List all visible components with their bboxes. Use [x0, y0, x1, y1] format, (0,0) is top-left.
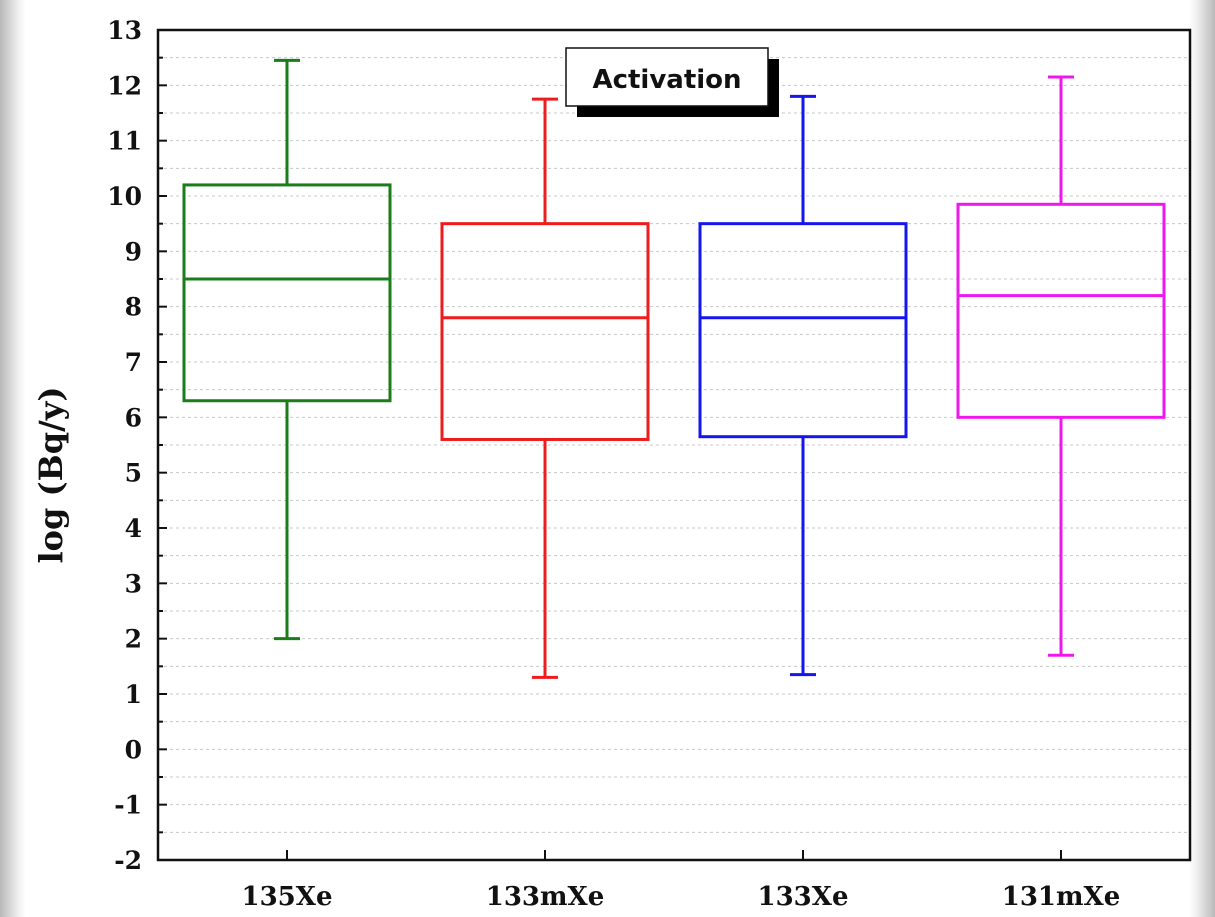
y-tick-label: 13 — [107, 16, 142, 45]
y-tick-label: 1 — [125, 680, 142, 709]
iqr-box — [956, 202, 1166, 419]
y-tick-label: 8 — [125, 293, 142, 322]
x-tick-label: 133mXe — [486, 882, 605, 912]
legend: Activation — [565, 47, 779, 117]
x-tick-label: 131mXe — [1002, 882, 1121, 912]
box-135Xe — [182, 58, 392, 641]
x-tick-label: 133Xe — [758, 882, 849, 912]
box-131mXe — [956, 75, 1166, 657]
y-tick-label: 7 — [125, 348, 142, 377]
plot-frame — [156, 28, 1192, 862]
boxes — [182, 58, 1166, 679]
y-tick-label: 9 — [125, 237, 142, 266]
y-tick-label: -1 — [114, 791, 142, 820]
y-tick-label: -2 — [114, 846, 142, 875]
y-tick-label: 2 — [125, 625, 142, 654]
y-axis-title: log (Bq/y) — [32, 387, 70, 564]
y-tick-label: 11 — [107, 127, 142, 156]
iqr-box — [698, 222, 908, 439]
y-tick-label: 5 — [125, 459, 142, 488]
y-tick-label: 3 — [125, 569, 142, 598]
y-tick-label: 0 — [125, 735, 142, 764]
y-tick-label: 12 — [107, 71, 142, 100]
box-133mXe — [440, 97, 650, 679]
legend-box — [565, 47, 769, 107]
grid-lines — [158, 57, 1190, 833]
legend-label: Activation — [592, 65, 741, 95]
y-tick-label: 6 — [125, 403, 142, 432]
iqr-box — [182, 183, 392, 403]
box-133Xe — [698, 94, 908, 677]
y-tick-label: 10 — [107, 182, 142, 211]
x-axis-labels: 135Xe 133mXe 133Xe 131mXe — [242, 882, 1121, 912]
iqr-box — [440, 222, 650, 441]
x-tick-label: 135Xe — [242, 882, 333, 912]
y-tick-label: 4 — [125, 514, 142, 543]
